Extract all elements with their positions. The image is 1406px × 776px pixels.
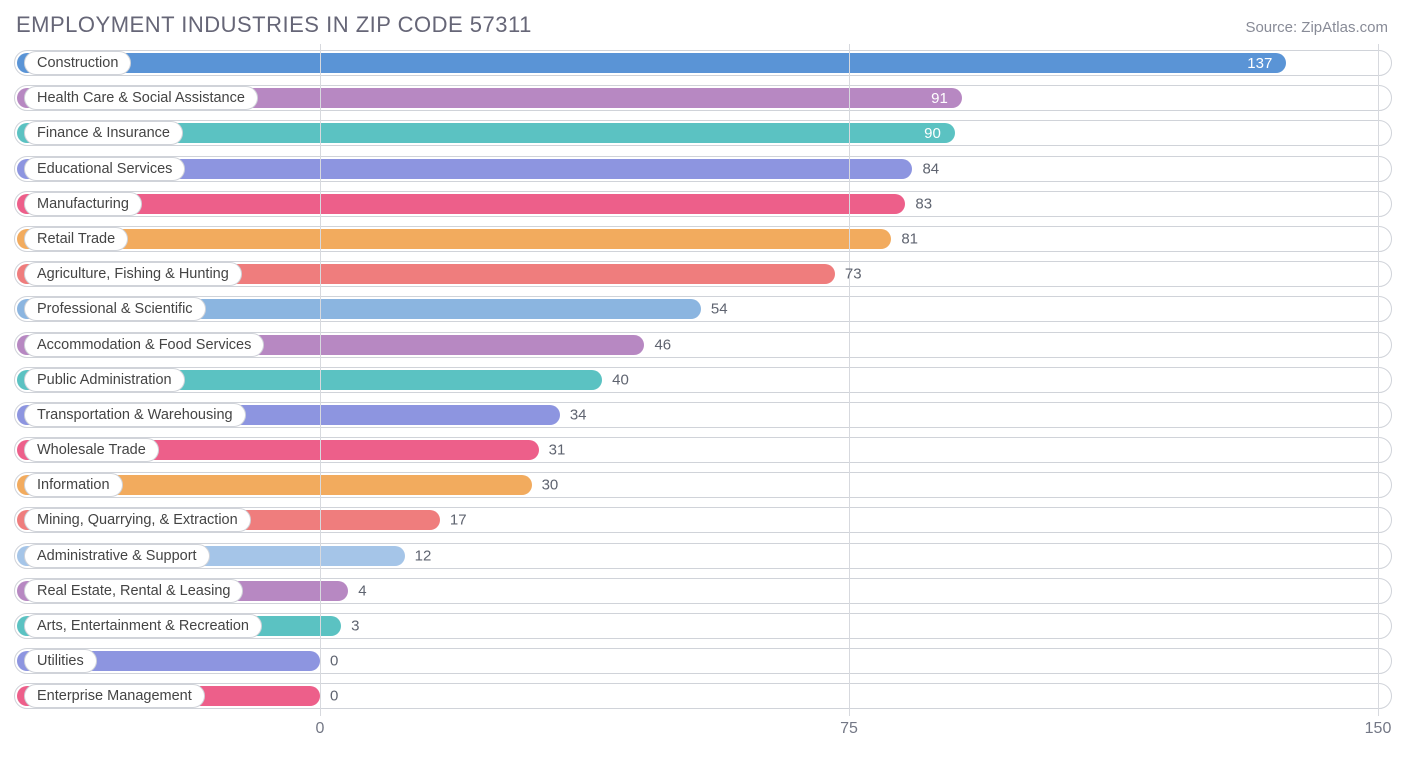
bar-fill: 137 — [17, 53, 1286, 73]
bar-value-label: 31 — [549, 442, 566, 459]
bar-category-label: Information — [24, 473, 123, 497]
bar-category-label: Utilities — [24, 649, 97, 673]
bar-category-label: Arts, Entertainment & Recreation — [24, 614, 262, 638]
x-tick-label: 0 — [316, 720, 325, 738]
bar-category-label: Wholesale Trade — [24, 438, 159, 462]
chart-area: 137Construction 91Health Care & Social As… — [10, 44, 1396, 744]
chart-container: EMPLOYMENT INDUSTRIES IN ZIP CODE 57311 … — [0, 0, 1406, 776]
chart-title: EMPLOYMENT INDUSTRIES IN ZIP CODE 57311 — [16, 12, 532, 38]
bar-row: Utilities 0 — [10, 646, 1396, 676]
bar-value-label: 84 — [922, 160, 939, 177]
bar-category-label: Enterprise Management — [24, 684, 205, 708]
bar-fill — [17, 194, 905, 214]
gridline — [1378, 44, 1379, 716]
bar-category-label: Retail Trade — [24, 227, 128, 251]
bar-row: 90Finance & Insurance — [10, 118, 1396, 148]
bar-row: Administrative & Support 12 — [10, 541, 1396, 571]
chart-header: EMPLOYMENT INDUSTRIES IN ZIP CODE 57311 … — [10, 12, 1396, 44]
bar-row: Arts, Entertainment & Recreation 3 — [10, 611, 1396, 641]
bar-row: Professional & Scientific 54 — [10, 294, 1396, 324]
bar-value-label: 40 — [612, 371, 629, 388]
bar-row: Retail Trade 81 — [10, 224, 1396, 254]
bar-row: Accommodation & Food Services 46 — [10, 330, 1396, 360]
bar-category-label: Mining, Quarrying, & Extraction — [24, 508, 251, 532]
bar-row: Educational Services 84 — [10, 154, 1396, 184]
bar-value-label: 73 — [845, 266, 862, 283]
bar-value-label: 4 — [358, 582, 366, 599]
x-axis: 0 75 150 — [10, 720, 1396, 744]
bar-row: Real Estate, Rental & Leasing 4 — [10, 576, 1396, 606]
gridline — [320, 44, 321, 716]
bar-row: Wholesale Trade 31 — [10, 435, 1396, 465]
bar-value-label: 3 — [351, 618, 359, 635]
x-tick-label: 150 — [1365, 720, 1392, 738]
bar-row: Mining, Quarrying, & Extraction 17 — [10, 505, 1396, 535]
bar-category-label: Professional & Scientific — [24, 297, 206, 321]
bars-group: 137Construction 91Health Care & Social As… — [10, 48, 1396, 716]
bar-category-label: Accommodation & Food Services — [24, 333, 264, 357]
bar-value-label: 17 — [450, 512, 467, 529]
bar-value-label: 0 — [330, 688, 338, 705]
bar-value-label: 12 — [415, 547, 432, 564]
bar-value-label: 83 — [915, 195, 932, 212]
bar-category-label: Health Care & Social Assistance — [24, 86, 258, 110]
bar-value-label: 46 — [654, 336, 671, 353]
bar-category-label: Transportation & Warehousing — [24, 403, 246, 427]
x-tick-label: 75 — [840, 720, 858, 738]
gridline — [849, 44, 850, 716]
bar-value-label: 0 — [330, 653, 338, 670]
bar-row: Transportation & Warehousing 34 — [10, 400, 1396, 430]
bar-category-label: Real Estate, Rental & Leasing — [24, 579, 243, 603]
bar-fill — [17, 229, 891, 249]
bar-row: Enterprise Management 0 — [10, 681, 1396, 711]
bar-row: Information 30 — [10, 470, 1396, 500]
bar-value-label: 81 — [901, 230, 918, 247]
bar-category-label: Manufacturing — [24, 192, 142, 216]
bar-category-label: Agriculture, Fishing & Hunting — [24, 262, 242, 286]
bar-value-label: 30 — [542, 477, 559, 494]
bar-row: 137Construction — [10, 48, 1396, 78]
bar-category-label: Educational Services — [24, 157, 185, 181]
bar-value-label: 54 — [711, 301, 728, 318]
bar-row: 91Health Care & Social Assistance — [10, 83, 1396, 113]
bar-category-label: Construction — [24, 51, 131, 75]
bar-category-label: Finance & Insurance — [24, 121, 183, 145]
bar-row: Agriculture, Fishing & Hunting 73 — [10, 259, 1396, 289]
bar-row: Public Administration 40 — [10, 365, 1396, 395]
bar-category-label: Administrative & Support — [24, 544, 210, 568]
bar-row: Manufacturing 83 — [10, 189, 1396, 219]
bar-value-label: 34 — [570, 406, 587, 423]
bar-category-label: Public Administration — [24, 368, 185, 392]
chart-source: Source: ZipAtlas.com — [1245, 19, 1388, 36]
